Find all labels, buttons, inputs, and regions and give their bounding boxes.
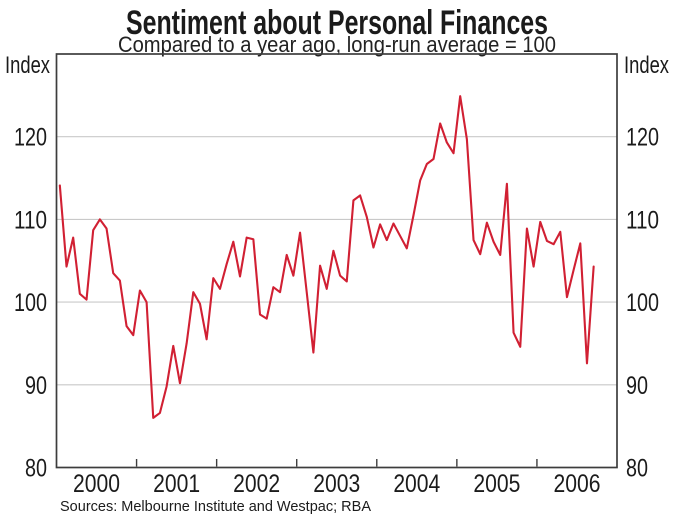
y-axis-labels-left: 80 90 100 110 120 <box>14 124 47 483</box>
y-axis-unit-left: Index <box>5 52 50 79</box>
y-tick-label: 110 <box>626 206 659 234</box>
x-tick-label: 2000 <box>73 470 120 498</box>
y-axis-unit-right: Index <box>624 52 669 79</box>
y-tick-label: 90 <box>626 372 648 400</box>
x-tick-label: 2003 <box>313 470 360 498</box>
x-axis-ticks <box>135 459 538 467</box>
y-tick-label: 120 <box>14 124 47 152</box>
x-tick-label: 2002 <box>233 470 280 498</box>
chart-title: Sentiment about Personal Finances <box>126 4 548 42</box>
x-axis-labels: 2000 2001 2002 2003 2004 2005 2006 <box>73 470 600 498</box>
chart-subtitle: Compared to a year ago, long-run average… <box>118 32 556 57</box>
plot-frame <box>55 53 618 469</box>
x-tick-label: 2004 <box>393 470 440 498</box>
y-tick-label: 100 <box>626 289 659 317</box>
y-tick-label: 90 <box>25 372 47 400</box>
y-tick-label: 80 <box>626 455 648 483</box>
y-tick-label: 100 <box>14 289 47 317</box>
y-tick-label: 120 <box>626 124 659 152</box>
x-tick-label: 2001 <box>153 470 200 498</box>
x-tick-label: 2006 <box>553 470 600 498</box>
y-tick-label: 110 <box>14 206 47 234</box>
sentiment-line <box>58 95 595 419</box>
y-axis-labels-right: 80 90 100 110 120 <box>626 124 659 483</box>
y-tick-label: 80 <box>25 455 47 483</box>
source-note: Sources: Melbourne Institute and Westpac… <box>60 499 371 515</box>
x-tick-label: 2005 <box>473 470 520 498</box>
